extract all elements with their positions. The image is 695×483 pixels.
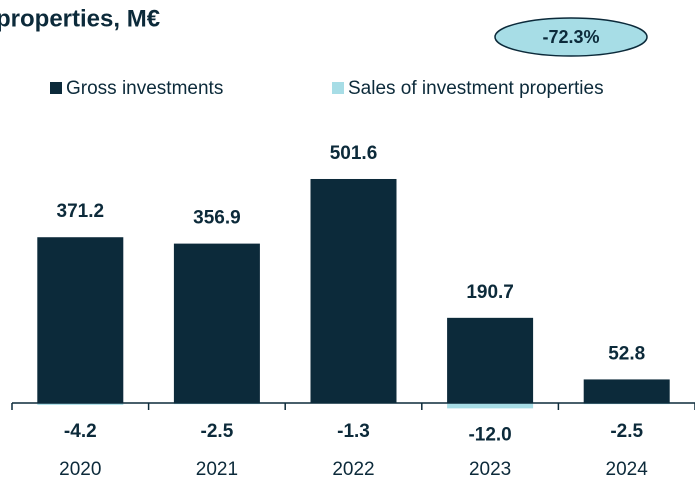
bar xyxy=(447,317,534,403)
value-label: -2.5 xyxy=(610,421,643,442)
chart-title: properties, M€ xyxy=(0,5,160,32)
bar xyxy=(447,403,534,409)
x-tick-label: 2022 xyxy=(332,459,374,480)
legend-label: Gross investments xyxy=(66,78,223,99)
legend-label: Sales of investment properties xyxy=(348,78,604,99)
legend-swatch xyxy=(50,82,62,94)
x-tick-label: 2020 xyxy=(59,459,101,480)
x-tick-label: 2021 xyxy=(196,459,238,480)
value-label: 501.6 xyxy=(330,143,378,164)
value-label: 356.9 xyxy=(193,208,241,229)
bar xyxy=(173,243,260,403)
bar xyxy=(310,178,397,403)
value-label: -12.0 xyxy=(468,424,511,445)
value-label: 371.2 xyxy=(57,201,105,222)
bar xyxy=(37,403,124,405)
value-label: -1.3 xyxy=(337,421,370,442)
legend-swatch xyxy=(332,82,344,94)
bar xyxy=(37,237,124,403)
annotation: -72.3% xyxy=(542,27,599,47)
x-tick-label: 2024 xyxy=(606,459,649,480)
value-label: 52.8 xyxy=(608,343,645,364)
value-label: 190.7 xyxy=(466,282,514,303)
bar xyxy=(583,379,670,403)
value-label: -2.5 xyxy=(201,421,234,442)
value-label: -4.2 xyxy=(64,421,97,442)
x-tick-label: 2023 xyxy=(469,459,511,480)
annotation-bubble xyxy=(494,17,648,57)
